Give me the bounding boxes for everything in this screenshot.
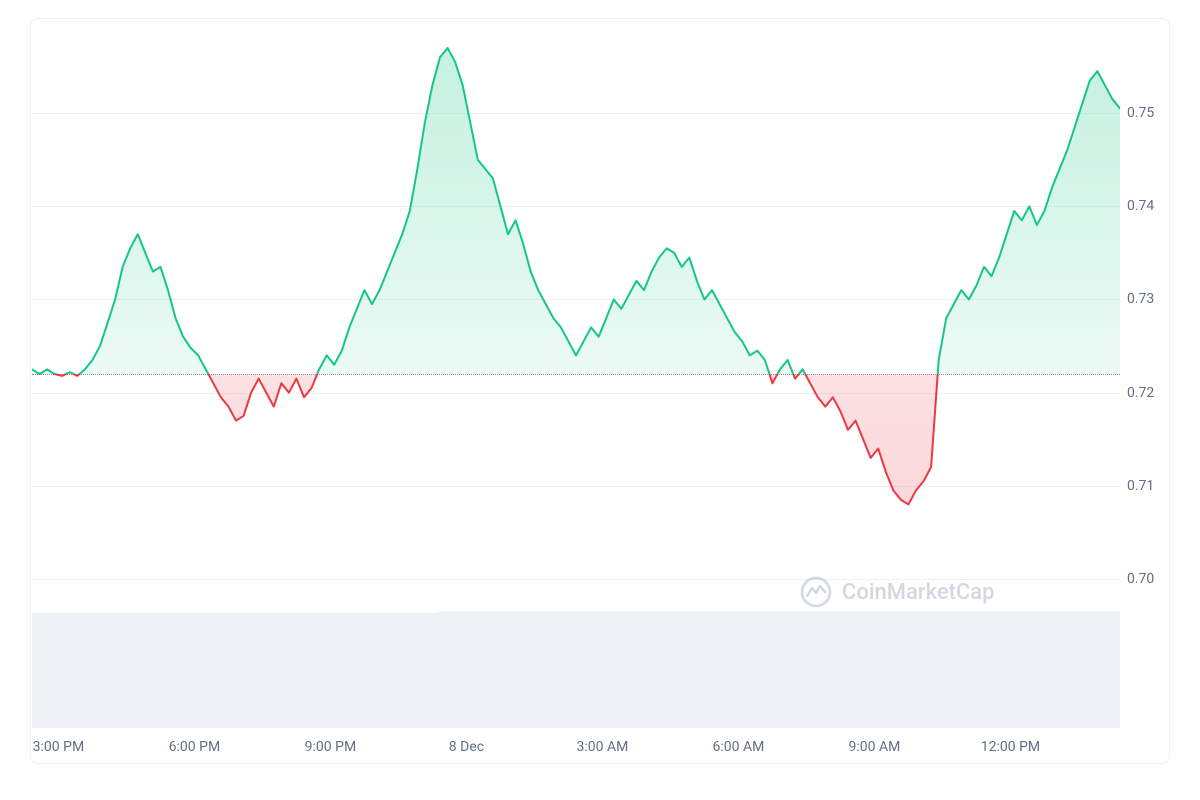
y-tick-label: 0.74 (1127, 198, 1154, 214)
watermark-text: CoinMarketCap (842, 580, 995, 605)
y-tick-label: 0.73 (1127, 291, 1154, 307)
x-tick-label: 9:00 PM (305, 739, 357, 755)
watermark: CoinMarketCap (800, 576, 995, 608)
x-tick-label: 8 Dec (449, 739, 484, 755)
plot-area: CoinMarketCap (32, 20, 1120, 728)
coinmarketcap-icon (800, 576, 832, 608)
x-tick-label: 9:00 AM (849, 739, 901, 755)
price-chart[interactable]: CoinMarketCap 0.70 0.71 0.72 0.73 0.74 0.75 3… (30, 18, 1170, 764)
x-tick-label: 12:00 PM (981, 739, 1040, 755)
x-tick-label: 3:00 PM (33, 739, 85, 755)
x-tick-label: 6:00 PM (169, 739, 221, 755)
y-tick-label: 0.71 (1127, 478, 1154, 494)
y-tick-label: 0.72 (1127, 385, 1154, 401)
x-tick-label: 6:00 AM (713, 739, 765, 755)
y-tick-label: 0.70 (1127, 571, 1154, 587)
y-tick-label: 0.75 (1127, 105, 1154, 121)
x-tick-label: 3:00 AM (577, 739, 629, 755)
